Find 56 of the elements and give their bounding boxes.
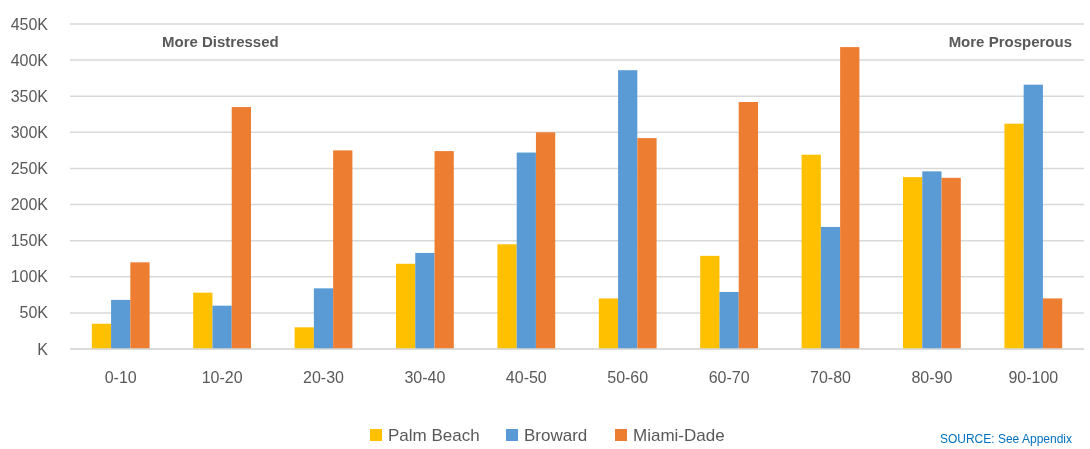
- bar: [231, 107, 251, 349]
- y-tick-label: 50K: [19, 304, 49, 322]
- y-tick-label: 100K: [10, 268, 49, 286]
- x-tick-label: 80-90: [911, 369, 953, 386]
- x-tick-label: 10-20: [201, 369, 243, 386]
- bar: [1023, 84, 1043, 349]
- bar: [738, 102, 758, 349]
- source-note: SOURCE: See Appendix: [939, 432, 1072, 446]
- x-tick-label: 30-40: [404, 369, 446, 386]
- y-tick-label: K: [37, 340, 49, 358]
- bar: [91, 323, 112, 349]
- bar: [801, 154, 821, 349]
- x-tick-label: 50-60: [607, 369, 649, 386]
- bar: [415, 252, 435, 349]
- bar: [922, 171, 942, 349]
- bar: [941, 177, 961, 349]
- x-tick-label: 60-70: [708, 369, 750, 386]
- x-tick-label: 40-50: [505, 369, 547, 386]
- y-tick-label: 250K: [10, 160, 49, 178]
- bar: [294, 327, 314, 349]
- bar: [903, 177, 923, 349]
- y-tick-label: 200K: [10, 196, 49, 214]
- bar: [396, 263, 416, 349]
- legend-label: Broward: [524, 425, 588, 445]
- y-tick-label: 450K: [10, 15, 49, 33]
- bar: [1004, 123, 1024, 349]
- bar: [1042, 298, 1063, 349]
- x-tick-label: 20-30: [303, 369, 345, 386]
- y-tick-label: 300K: [10, 123, 49, 141]
- annotation: More Prosperous: [948, 33, 1072, 51]
- bar: [193, 292, 213, 349]
- bar: [840, 47, 860, 349]
- bar: [313, 288, 334, 349]
- bar: [497, 244, 517, 349]
- x-tick-label: 0-10: [104, 369, 137, 386]
- bar: [637, 138, 657, 349]
- bar: [598, 298, 619, 349]
- bar: [111, 299, 131, 349]
- legend-label: Palm Beach: [388, 425, 480, 445]
- bar: [434, 151, 454, 349]
- bar: [719, 291, 739, 349]
- y-tick-label: 150K: [10, 232, 49, 250]
- bar: [333, 150, 353, 349]
- x-tick-label: 70-80: [810, 369, 852, 386]
- x-tick-label: 90-100: [1008, 369, 1059, 386]
- y-tick-label: 400K: [10, 51, 49, 69]
- y-tick-label: 350K: [10, 87, 49, 105]
- bar: [212, 305, 232, 349]
- legend-label: Miami-Dade: [633, 425, 725, 445]
- bar: [618, 70, 638, 349]
- annotation: More Distressed: [162, 33, 279, 51]
- bar: [535, 132, 556, 349]
- bar: [130, 262, 150, 349]
- bar: [516, 152, 536, 349]
- bar: [820, 226, 841, 349]
- bar: [700, 255, 720, 349]
